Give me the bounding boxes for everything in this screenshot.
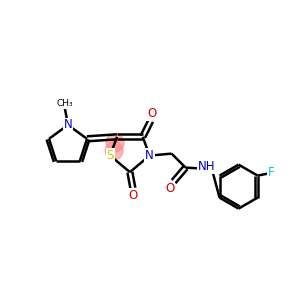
Text: NH: NH (198, 160, 215, 173)
Text: S: S (106, 149, 114, 162)
Text: O: O (165, 182, 174, 195)
Circle shape (105, 142, 123, 160)
Text: O: O (128, 189, 137, 202)
Text: O: O (147, 107, 156, 120)
Text: CH₃: CH₃ (57, 100, 73, 109)
Text: F: F (268, 166, 275, 179)
Text: N: N (145, 149, 154, 162)
Circle shape (106, 134, 124, 152)
Text: N: N (64, 118, 72, 131)
